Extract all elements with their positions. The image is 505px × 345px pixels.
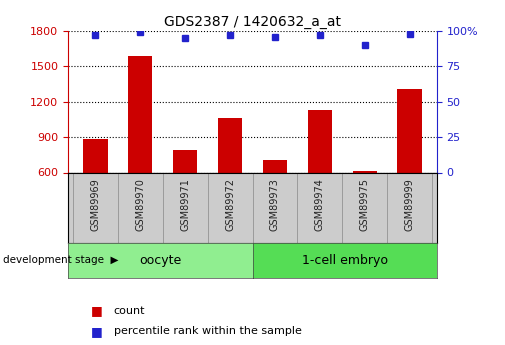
Bar — [83, 139, 108, 172]
Bar — [128, 56, 153, 172]
Bar — [218, 118, 242, 172]
Text: GSM89972: GSM89972 — [225, 178, 235, 231]
Text: GSM89999: GSM89999 — [405, 178, 415, 231]
Text: percentile rank within the sample: percentile rank within the sample — [114, 326, 301, 336]
Text: GSM89973: GSM89973 — [270, 178, 280, 231]
Text: GSM89974: GSM89974 — [315, 178, 325, 231]
Text: oocyte: oocyte — [139, 254, 181, 267]
Bar — [352, 171, 377, 172]
Text: GSM89969: GSM89969 — [90, 178, 100, 231]
Text: development stage  ▶: development stage ▶ — [3, 256, 118, 265]
Text: count: count — [114, 306, 145, 315]
Text: ■: ■ — [91, 304, 103, 317]
Text: 1-cell embryo: 1-cell embryo — [301, 254, 388, 267]
Bar — [308, 110, 332, 172]
Bar — [397, 89, 422, 172]
Title: GDS2387 / 1420632_a_at: GDS2387 / 1420632_a_at — [164, 14, 341, 29]
Text: GSM89975: GSM89975 — [360, 178, 370, 231]
Text: GSM89971: GSM89971 — [180, 178, 190, 231]
Bar — [263, 159, 287, 172]
Bar — [173, 150, 197, 172]
Text: ■: ■ — [91, 325, 103, 338]
Text: GSM89970: GSM89970 — [135, 178, 145, 231]
